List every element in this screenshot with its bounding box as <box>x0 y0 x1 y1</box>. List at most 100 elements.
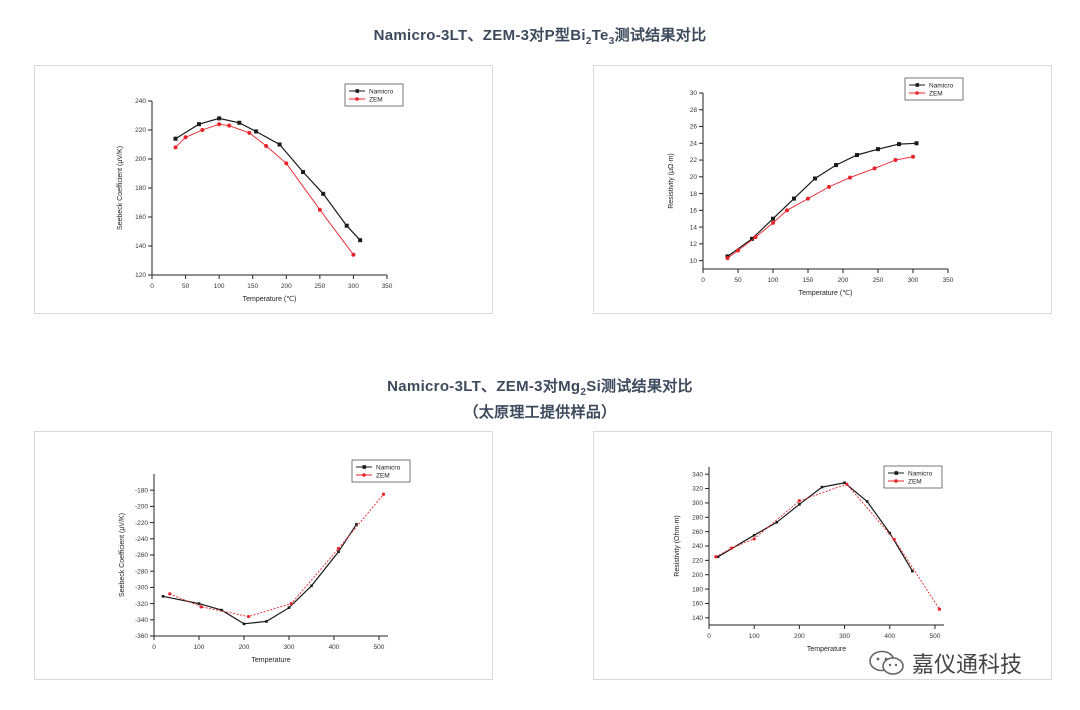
data-point-zem <box>872 166 877 171</box>
y-tick-label: 12 <box>690 241 698 248</box>
legend-label-namicro: Namicro <box>929 82 954 89</box>
x-tick-label: 250 <box>873 277 884 284</box>
data-point-namicro <box>277 142 282 147</box>
data-point-namicro <box>161 595 165 598</box>
x-tick-label: 150 <box>247 283 258 290</box>
data-point-zem <box>827 184 831 189</box>
y-tick-label: 220 <box>135 127 146 134</box>
x-tick-label: 400 <box>884 633 895 640</box>
data-point-namicro <box>775 521 779 524</box>
data-point-namicro <box>242 622 246 626</box>
data-point-zem <box>753 235 758 240</box>
x-tick-label: 50 <box>182 283 190 290</box>
data-point-namicro <box>876 147 880 152</box>
x-tick-label: 0 <box>152 644 156 651</box>
chart-panel-seebeck-bi2te3: 0 50 100 150 200 250 300 350 120 140 160 180 200 220 2… <box>34 65 493 314</box>
data-point-namicro <box>750 236 754 241</box>
data-point-zem <box>911 154 915 159</box>
y-tick-label: -300 <box>135 585 148 592</box>
legend-marker-zem <box>915 91 919 95</box>
data-point-namicro <box>301 170 306 175</box>
data-point-zem <box>893 158 898 163</box>
data-point-zem <box>200 128 205 132</box>
data-point-zem <box>183 135 188 140</box>
x-tick-label: 50 <box>734 277 742 284</box>
series-line-namicro <box>175 117 361 241</box>
data-point-namicro <box>217 116 222 121</box>
data-point-namicro <box>914 141 919 146</box>
y-axis-label: Seebeck Coefficient (μV/K) <box>117 146 124 230</box>
y-tick-label: 14 <box>690 224 698 231</box>
data-point-zem <box>247 130 252 135</box>
y-tick-label: 26 <box>690 124 698 131</box>
y-tick-label: 24 <box>690 140 698 147</box>
y-tick-label: 320 <box>692 486 703 493</box>
series-line-zem <box>715 483 940 610</box>
x-tick-label: 350 <box>382 283 393 290</box>
x-tick-label: 350 <box>943 277 954 284</box>
x-tick-label: 300 <box>908 277 919 284</box>
x-tick-label: 100 <box>749 633 760 640</box>
x-axis-label: Temperature (℃) <box>243 296 297 303</box>
x-tick-label: 200 <box>794 633 805 640</box>
legend-label-zem: ZEM <box>908 478 922 485</box>
chart-panel-resistivity-mg2si: 0 100 200 300 400 500 140 160 180 200 220 240 260 280… <box>593 431 1052 680</box>
y-tick-label: 240 <box>135 98 146 105</box>
y-tick-label: 140 <box>135 243 146 250</box>
data-point-zem <box>714 555 718 559</box>
data-point-zem <box>246 614 251 619</box>
y-axis-label: Seebeck Coefficient (μV/K) <box>119 513 126 597</box>
legend-marker-namicro <box>894 471 899 475</box>
watermark: 嘉仪通科技 <box>868 648 1022 678</box>
data-point-namicro <box>716 555 720 559</box>
series-line-namicro <box>162 523 358 625</box>
data-point-zem <box>217 122 222 127</box>
y-tick-label: -200 <box>135 504 148 511</box>
legend-marker-namicro <box>355 89 360 93</box>
data-point-zem <box>381 492 386 496</box>
data-point-namicro <box>820 485 824 489</box>
data-point-zem <box>892 537 896 542</box>
y-tick-label: 18 <box>690 191 698 198</box>
data-point-zem <box>785 208 789 213</box>
data-point-zem <box>806 196 810 201</box>
x-tick-label: 400 <box>329 644 340 651</box>
data-point-zem <box>752 537 756 541</box>
x-tick-label: 300 <box>839 633 850 640</box>
legend-label-zem: ZEM <box>369 96 383 103</box>
data-point-zem <box>937 607 942 611</box>
data-point-namicro <box>254 129 259 134</box>
data-point-namicro <box>752 533 756 537</box>
y-tick-label: 240 <box>692 543 703 550</box>
y-tick-label: 180 <box>135 185 146 192</box>
y-tick-label: 300 <box>692 500 703 507</box>
data-point-namicro <box>771 216 775 221</box>
data-point-zem <box>336 546 341 551</box>
data-point-namicro <box>792 196 796 201</box>
data-point-namicro <box>888 531 892 535</box>
series-line-zem <box>169 494 384 618</box>
data-point-zem <box>845 482 849 486</box>
data-point-namicro <box>321 191 326 196</box>
chart-resistivity-mg2si: 0 100 200 300 400 500 140 160 180 200 220 240 260 280… <box>674 465 944 653</box>
y-axis-label: Resistivity (μΩ·m) <box>668 153 675 209</box>
data-point-namicro <box>813 176 817 181</box>
y-tick-label: 220 <box>692 558 703 565</box>
y-tick-label: 120 <box>135 272 146 279</box>
data-point-zem <box>264 143 269 148</box>
x-tick-label: 200 <box>281 283 292 290</box>
y-tick-label: 22 <box>690 157 698 164</box>
y-tick-label: 340 <box>692 471 703 478</box>
series-line-namicro <box>727 142 917 257</box>
data-point-zem <box>729 546 734 550</box>
legend-label-zem: ZEM <box>929 90 943 97</box>
data-point-namicro <box>337 550 340 554</box>
x-tick-label: 300 <box>284 644 295 651</box>
chart-panel-seebeck-mg2si: 0 100 200 300 400 500 -180 -200 -220 -240 -260 -280… <box>34 431 493 680</box>
y-tick-label: -360 <box>135 633 148 640</box>
y-tick-label: 180 <box>692 586 703 593</box>
y-tick-label: -280 <box>135 568 148 575</box>
data-point-namicro <box>197 122 201 127</box>
chart-seebeck-bi2te3: 0 50 100 150 200 250 300 350 120 140 160 180 200 220 2… <box>117 83 404 303</box>
